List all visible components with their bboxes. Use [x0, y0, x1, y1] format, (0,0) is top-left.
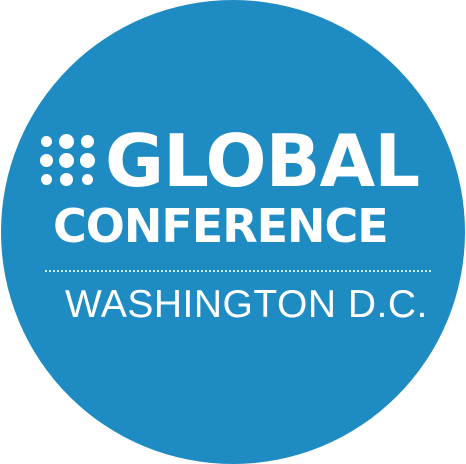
logo-dot: [82, 174, 93, 185]
title-global: GLOBAL: [105, 119, 420, 203]
logo-dot: [41, 136, 52, 147]
logo-dot: [40, 154, 53, 167]
dotted-divider: [45, 270, 431, 272]
title-conference: CONFERENCE: [53, 199, 389, 253]
logo-dot: [59, 153, 74, 168]
logo-dot: [80, 153, 95, 168]
logo-dot: [81, 135, 94, 148]
logo-dot: [59, 134, 74, 149]
logo-dot: [41, 174, 52, 185]
logo-dot: [60, 173, 73, 186]
dot-cluster-icon: [38, 132, 98, 192]
location-label: WASHINGTON D.C.: [65, 283, 428, 326]
